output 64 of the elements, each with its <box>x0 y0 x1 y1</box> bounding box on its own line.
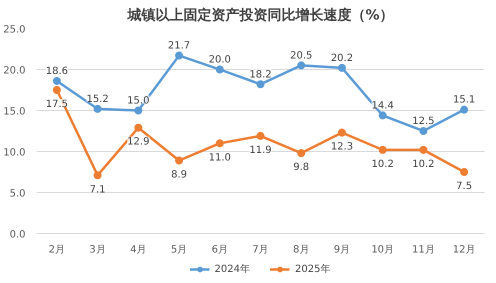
y-tick-label: 0.0 <box>10 230 26 240</box>
x-tick-label: 2月 <box>48 244 66 256</box>
data-label: 9.8 <box>293 162 310 174</box>
data-label: 12.9 <box>127 136 150 148</box>
y-tick-label: 20.0 <box>3 66 26 76</box>
point <box>216 66 224 74</box>
point <box>460 168 468 176</box>
chart-title: 城镇以上固定资产投资同比增长速度（%） <box>126 6 394 24</box>
data-label: 20.0 <box>208 54 231 66</box>
data-label: 21.7 <box>168 40 190 52</box>
point <box>94 171 102 180</box>
point <box>52 86 61 94</box>
data-label: 7.1 <box>90 184 106 196</box>
x-tick-label: 5月 <box>170 244 188 256</box>
point <box>460 106 468 114</box>
data-label: 20.5 <box>290 50 312 62</box>
point <box>134 124 142 132</box>
data-label: 11.0 <box>208 152 231 164</box>
point <box>297 61 306 70</box>
point <box>338 64 346 72</box>
point <box>378 111 387 120</box>
data-label: 15.2 <box>86 94 109 105</box>
data-label: 20.2 <box>330 52 354 64</box>
point <box>175 52 184 60</box>
data-label: 12.3 <box>330 142 354 153</box>
data-label: 18.6 <box>46 66 68 77</box>
data-label: 11.9 <box>249 144 272 156</box>
x-tick-label: 6月 <box>212 244 228 256</box>
data-label: 15.1 <box>453 94 476 106</box>
x-tick-label: 10月 <box>371 244 394 256</box>
x-tick-label: 12月 <box>452 244 476 256</box>
point <box>338 128 346 137</box>
point <box>134 106 142 114</box>
data-label: 7.5 <box>456 181 472 192</box>
legend-label: 2024年 <box>214 263 250 276</box>
x-tick-label: 3月 <box>89 244 106 256</box>
y-tick-label: 15.0 <box>3 106 26 118</box>
legend-label: 2025年 <box>295 263 330 276</box>
point <box>297 149 306 158</box>
y-tick-label: 25.0 <box>3 24 26 36</box>
y-tick-label: 5.0 <box>10 188 26 200</box>
x-tick-label: 7月 <box>252 244 269 256</box>
data-label: 14.4 <box>372 100 394 112</box>
data-label: 8.9 <box>171 170 187 181</box>
point <box>256 80 264 88</box>
point <box>94 104 102 113</box>
point <box>419 146 428 154</box>
x-tick-label: 4月 <box>130 244 147 256</box>
point <box>216 139 224 148</box>
data-label: 10.2 <box>412 158 435 170</box>
x-tick-label: 11月 <box>412 244 435 256</box>
data-label: 17.5 <box>46 99 68 110</box>
data-label: 10.2 <box>372 158 394 170</box>
data-label: 12.5 <box>412 116 435 127</box>
point <box>378 146 387 154</box>
x-tick-label: 9月 <box>334 244 350 256</box>
point <box>419 127 428 135</box>
point <box>175 156 184 165</box>
point <box>256 132 264 140</box>
data-label: 18.2 <box>249 69 272 80</box>
y-tick-label: 10.0 <box>3 148 26 158</box>
data-label: 15.0 <box>127 96 150 106</box>
x-tick-label: 8月 <box>293 244 310 256</box>
point <box>52 76 61 85</box>
